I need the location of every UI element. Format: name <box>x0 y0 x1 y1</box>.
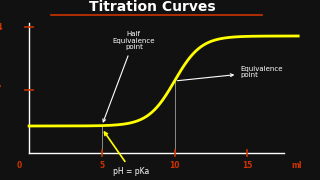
Text: 7: 7 <box>0 85 1 95</box>
Text: 0: 0 <box>17 161 22 170</box>
Text: Titration Curves: Titration Curves <box>89 0 216 14</box>
Text: 10: 10 <box>169 161 180 170</box>
Text: 14: 14 <box>0 22 2 32</box>
Text: 5: 5 <box>99 161 104 170</box>
Text: ml: ml <box>291 161 301 170</box>
Text: pH = pKa: pH = pKa <box>104 132 150 176</box>
Text: Half
Equivalence
point: Half Equivalence point <box>103 30 155 122</box>
Text: 15: 15 <box>242 161 252 170</box>
Text: Equivalence
point: Equivalence point <box>177 66 283 81</box>
